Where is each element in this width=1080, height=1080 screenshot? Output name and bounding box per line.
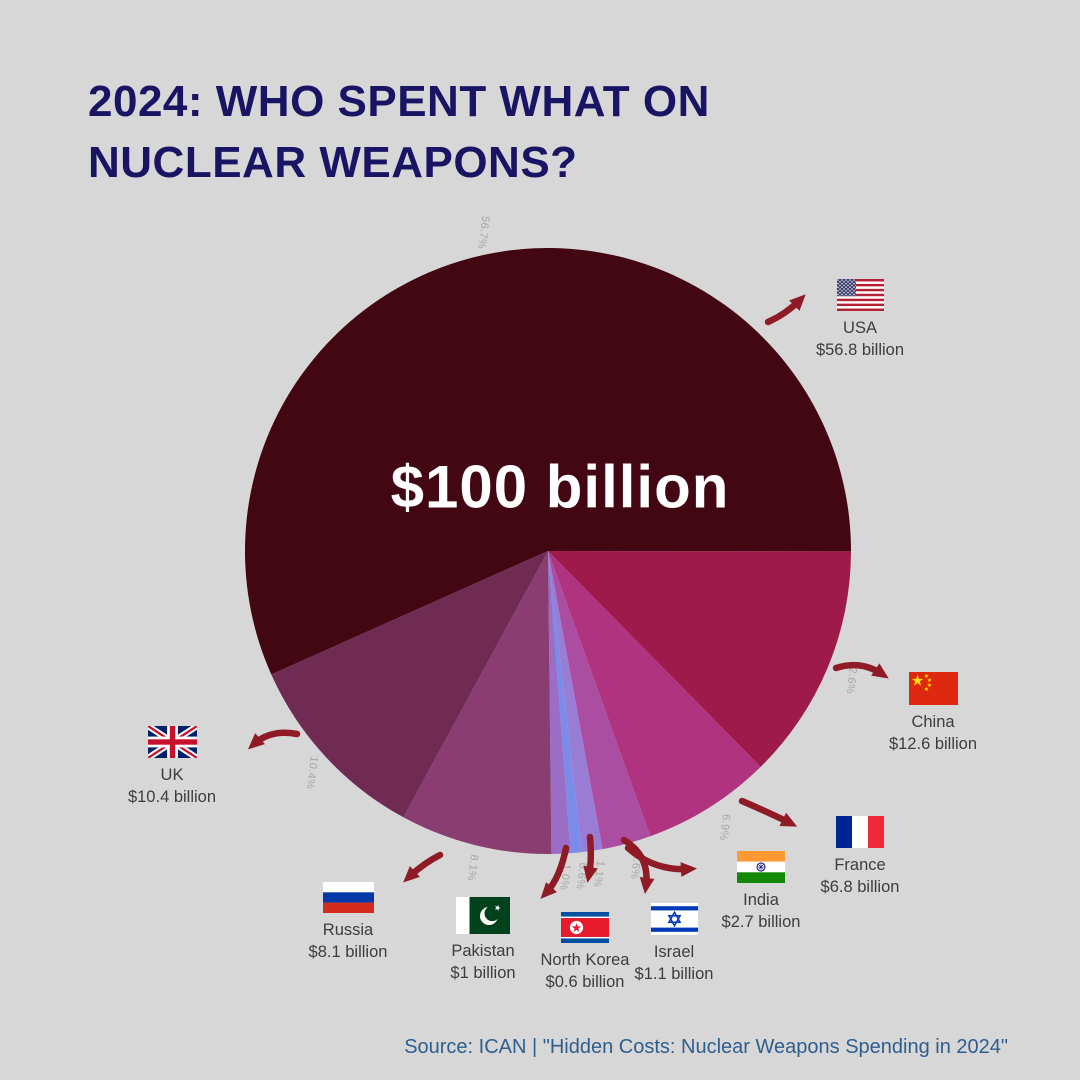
pie-slice-india — [548, 551, 651, 850]
pct-label-china: 12.6% — [844, 660, 860, 694]
arrow-uk — [247, 729, 301, 750]
country-amount: $56.8 billion — [815, 341, 905, 359]
country-name: USA — [843, 319, 877, 337]
svg-text:★: ★ — [926, 677, 931, 684]
arrow-france — [738, 797, 798, 827]
country-name: UK — [160, 766, 184, 784]
country-name: Israel — [653, 943, 695, 961]
svg-text:★: ★ — [923, 673, 928, 680]
arrow-china — [832, 661, 889, 679]
svg-text:★: ★ — [571, 920, 582, 935]
callout-france: France $6.8 billion — [775, 816, 945, 898]
country-name: North Korea — [540, 951, 630, 969]
arrow-india — [624, 844, 698, 877]
pie-slice-pakistan — [548, 551, 571, 854]
callout-north-korea: ★ North Korea $0.6 billion — [500, 912, 670, 993]
pie-slices — [245, 248, 852, 855]
source-credit: Source: ICAN | "Hidden Costs: Nuclear We… — [404, 1036, 1008, 1058]
country-name: India — [743, 891, 779, 909]
pie-slice-china — [548, 551, 851, 767]
callout-china: ★ ★ ★ ★ ★ China $12.6 billion — [848, 672, 1018, 755]
svg-text:★: ★ — [493, 902, 503, 913]
pie-slice-north-korea — [548, 551, 582, 854]
svg-text:★: ★ — [923, 686, 928, 693]
pct-label-france: 6.9% — [717, 813, 732, 841]
country-name: France — [834, 856, 886, 874]
pie-slice-uk — [271, 551, 548, 818]
callout-pakistan: ★ Pakistan $1 billion — [398, 897, 568, 984]
russia-flag-icon — [322, 882, 374, 913]
country-amount: $8.1 billion — [308, 943, 388, 961]
callout-arrows — [247, 294, 889, 899]
arrow-russia — [403, 851, 444, 883]
callout-russia: Russia $8.1 billion — [263, 882, 433, 963]
country-amount: $1 billion — [450, 964, 516, 982]
israel-flag-icon — [650, 903, 698, 935]
arrow-north-korea — [583, 833, 598, 883]
country-amount: $12.6 billion — [888, 735, 978, 753]
country-name: Russia — [322, 921, 374, 939]
uk-flag-icon — [147, 726, 197, 758]
page-title-line2: NUCLEAR WEAPONS? — [88, 137, 578, 187]
country-amount: $6.8 billion — [820, 878, 900, 896]
pakistan-flag-icon: ★ — [456, 897, 510, 934]
svg-text:★: ★ — [926, 682, 931, 689]
pie-total-label: $100 billion — [390, 453, 730, 521]
page-title-line1: 2024: WHO SPENT WHAT ON — [88, 77, 710, 126]
pie-slice-israel — [548, 551, 603, 853]
callout-usa: USA $56.8 billion — [775, 279, 945, 361]
north-korea-flag-icon: ★ — [561, 912, 609, 943]
india-flag-icon — [737, 851, 785, 883]
country-name: China — [911, 713, 955, 731]
pct-label-usa: 56.7% — [475, 215, 491, 249]
arrow-usa — [764, 294, 806, 326]
pct-label-uk: 10.4% — [304, 756, 320, 790]
france-flag-icon — [836, 816, 884, 848]
pct-label-russia: 8.1% — [465, 854, 480, 882]
callout-india: India $2.7 billion — [676, 851, 846, 933]
china-flag-icon: ★ ★★ ★★ — [908, 672, 958, 705]
usa-flag-icon — [836, 279, 884, 311]
arrow-pakistan — [540, 844, 570, 899]
country-amount: $2.7 billion — [721, 913, 801, 931]
svg-text:★: ★ — [910, 672, 923, 689]
pie-slice-france — [548, 551, 761, 837]
country-name: Pakistan — [451, 942, 515, 960]
pie-slice-russia — [403, 551, 552, 855]
callout-uk: UK $10.4 billion — [87, 726, 257, 808]
callout-israel: Israel $1.1 billion — [589, 903, 759, 985]
pct-labels: 56.7%12.6%6.9%2.6%1.1%0.6%1.0%8.1%10.4% — [304, 215, 860, 891]
country-amount: $0.6 billion — [545, 973, 625, 991]
country-amount: $1.1 billion — [634, 965, 714, 983]
page-title: 2024: WHO SPENT WHAT ON NUCLEAR WEAPONS? — [88, 72, 848, 193]
pie-slice-usa — [245, 248, 852, 675]
country-amount: $10.4 billion — [127, 788, 217, 806]
